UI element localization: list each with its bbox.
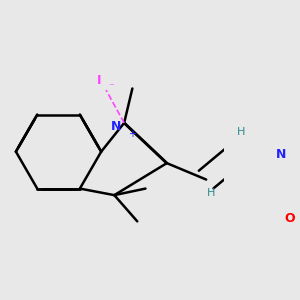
Text: ⁻: ⁻ xyxy=(108,82,114,92)
Text: N: N xyxy=(276,148,286,160)
Text: I: I xyxy=(97,74,102,87)
Text: H: H xyxy=(207,188,215,198)
Text: +: + xyxy=(128,129,136,140)
Text: N: N xyxy=(110,120,121,133)
Text: H: H xyxy=(236,127,245,137)
Text: O: O xyxy=(284,212,295,225)
